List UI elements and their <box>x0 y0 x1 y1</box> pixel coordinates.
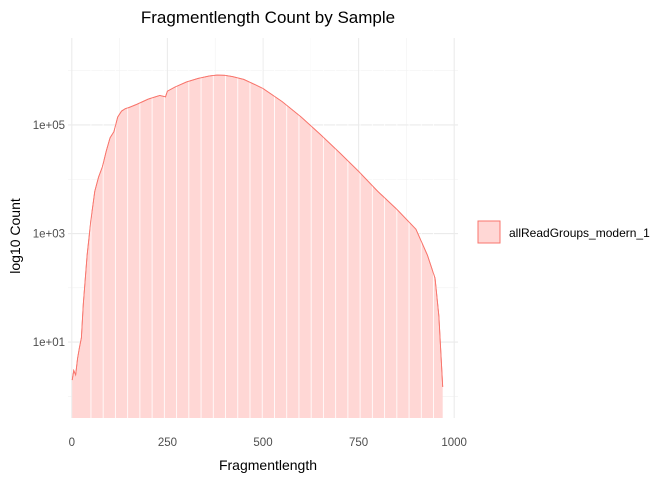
legend: allReadGroups_modern_1 <box>477 220 650 244</box>
x-tick-label: 1000 <box>441 437 467 449</box>
chart-title: Fragmentlength Count by Sample <box>141 8 395 27</box>
y-tick-label: 1e+03 <box>33 229 65 241</box>
x-tick-label: 250 <box>158 437 177 449</box>
x-ticks: 0 250 500 750 1000 <box>69 437 467 449</box>
x-tick-label: 500 <box>253 437 272 449</box>
legend-label: allReadGroups_modern_1 <box>509 226 650 240</box>
y-axis-label: log10 Count <box>7 198 23 274</box>
series-outline <box>71 74 444 387</box>
x-tick-label: 750 <box>349 437 368 449</box>
y-ticks: 1e+01 1e+03 1e+05 <box>33 120 65 349</box>
bar-gaps <box>71 38 444 418</box>
y-tick-label: 1e+05 <box>33 120 65 132</box>
x-axis-label: Fragmentlength <box>219 457 317 473</box>
x-tick-label: 0 <box>69 437 75 449</box>
legend-key <box>477 220 501 244</box>
series-area-fill <box>72 75 443 418</box>
y-tick-label: 1e+01 <box>33 337 65 349</box>
